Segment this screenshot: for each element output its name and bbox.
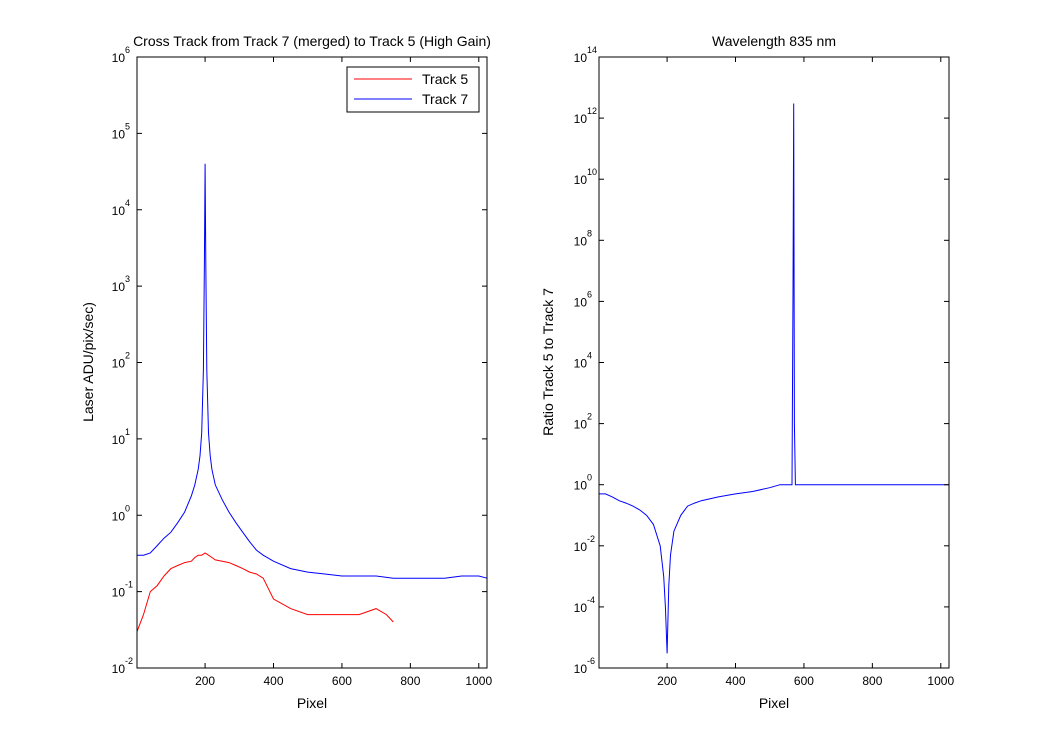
legend-label-track-5: Track 5 [422, 71, 468, 87]
y-tick-label: 10 [112, 509, 126, 523]
y-tick-label: 10 [574, 234, 588, 248]
right-y-axis-label: Ratio Track 5 to Track 7 [540, 288, 556, 436]
x-tick-label: 600 [794, 674, 814, 688]
y-tick-label: 10 [112, 51, 126, 65]
y-tick-label: 10 [112, 586, 126, 600]
y-tick-label: 10 [112, 127, 126, 141]
y-tick-label: 10 [574, 540, 588, 554]
x-tick-label: 800 [400, 674, 420, 688]
left-x-ticks: 200 400 600 800 1000 [195, 57, 492, 688]
y-tick-label: 10 [574, 601, 588, 615]
x-tick-label: 600 [332, 674, 352, 688]
y-tick-exponent: 3 [125, 274, 130, 284]
right-chart: 200 400 600 800 1000 10-610-410-210010210410… [540, 33, 954, 711]
y-tick-label: 10 [574, 295, 588, 309]
y-tick-exponent: 6 [587, 289, 592, 299]
series-line-track-5 [136, 552, 394, 632]
y-tick-label: 10 [574, 51, 588, 65]
legend-box [346, 66, 480, 113]
y-tick-label: 10 [112, 357, 126, 371]
y-tick-label: 10 [574, 357, 588, 371]
y-tick-exponent: -1 [125, 580, 133, 590]
y-tick-exponent: 2 [587, 412, 592, 422]
y-tick-exponent: 8 [587, 228, 592, 238]
y-tick-label: 10 [574, 173, 588, 187]
y-tick-exponent: 0 [125, 503, 130, 513]
series-line-track-7 [137, 163, 488, 579]
right-x-ticks: 200 400 600 800 1000 [657, 57, 954, 688]
y-tick-exponent: -2 [125, 656, 133, 666]
y-tick-label: 10 [574, 418, 588, 432]
left-chart-title: Cross Track from Track 7 (merged) to Tra… [133, 33, 491, 49]
x-tick-label: 800 [862, 674, 882, 688]
y-tick-exponent: 14 [587, 45, 597, 55]
legend-label-track-7: Track 7 [422, 91, 468, 107]
y-tick-label: 10 [112, 280, 126, 294]
left-chart: 200 400 600 800 1000 10-210-1100101102103104… [80, 33, 492, 711]
x-tick-label: 200 [195, 674, 215, 688]
right-chart-lines [599, 103, 949, 654]
y-tick-exponent: 12 [587, 106, 597, 116]
y-tick-exponent: 4 [125, 198, 130, 208]
y-tick-exponent: 2 [125, 351, 130, 361]
y-tick-exponent: 4 [587, 351, 592, 361]
y-tick-exponent: 10 [587, 167, 597, 177]
y-tick-label: 10 [574, 112, 588, 126]
x-tick-label: 200 [657, 674, 677, 688]
y-tick-label: 10 [574, 662, 588, 676]
y-tick-label: 10 [112, 433, 126, 447]
y-tick-label: 10 [112, 662, 126, 676]
left-x-axis-label: Pixel [297, 695, 327, 711]
right-x-axis-label: Pixel [759, 695, 789, 711]
right-chart-title: Wavelength 835 nm [712, 33, 836, 49]
y-tick-label: 10 [574, 479, 588, 493]
x-tick-label: 400 [725, 674, 745, 688]
y-tick-exponent: 5 [125, 121, 130, 131]
y-tick-label: 10 [112, 204, 126, 218]
y-tick-exponent: -6 [587, 656, 595, 666]
y-tick-exponent: 0 [587, 473, 592, 483]
y-tick-exponent: -2 [587, 534, 595, 544]
x-tick-label: 400 [263, 674, 283, 688]
y-tick-exponent: -4 [587, 595, 595, 605]
x-tick-label: 1000 [927, 674, 954, 688]
left-y-axis-label: Laser ADU/pix/sec) [80, 302, 96, 422]
left-legend: Track 5 Track 7 [346, 66, 480, 113]
y-tick-exponent: 6 [125, 45, 130, 55]
left-chart-lines [136, 163, 488, 632]
y-tick-exponent: 1 [125, 427, 130, 437]
x-tick-label: 1000 [465, 674, 492, 688]
series-line-0 [599, 103, 949, 654]
